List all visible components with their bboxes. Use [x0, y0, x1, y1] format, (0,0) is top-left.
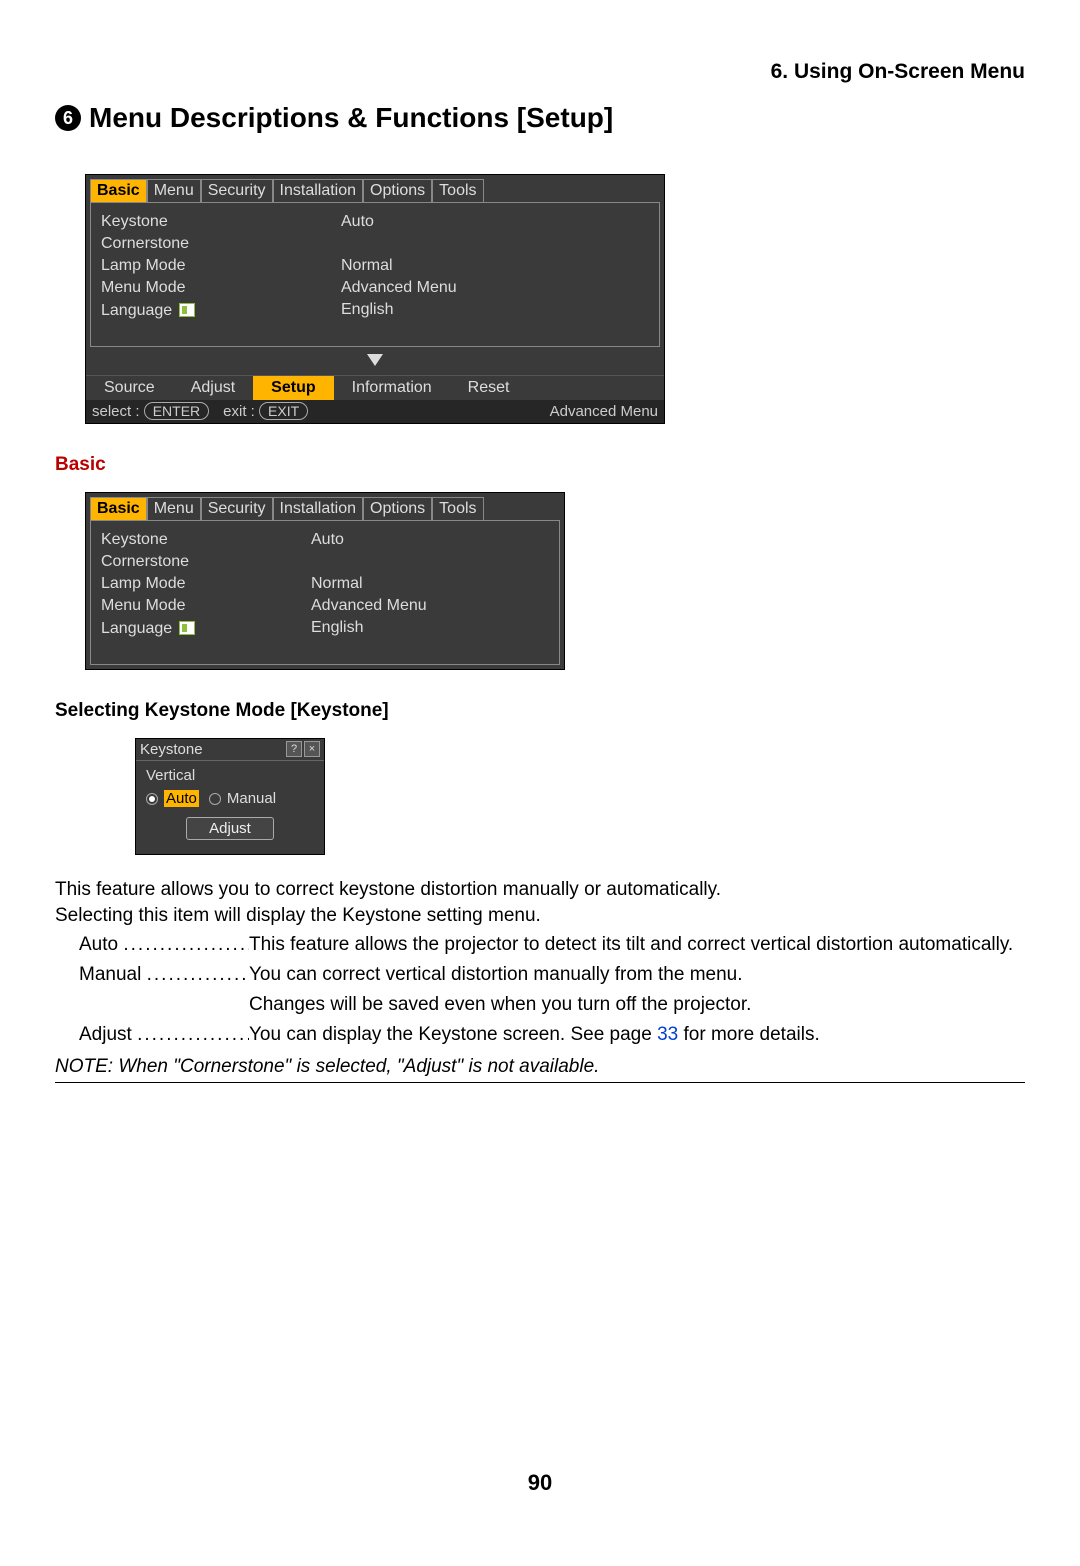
language-icon	[179, 621, 195, 635]
subheading-keystone: Selecting Keystone Mode [Keystone]	[55, 700, 1025, 722]
osd-tabs: Basic Menu Security Installation Options…	[90, 179, 660, 202]
osd2-item-lampmode[interactable]: Lamp Mode	[101, 575, 311, 593]
osd2-value-language: English	[311, 619, 549, 638]
osd-btab-setup[interactable]: Setup	[253, 376, 333, 400]
osd2-item-keystone[interactable]: Keystone	[101, 531, 311, 549]
triangle-down-icon	[367, 354, 383, 366]
osd2-tab-options[interactable]: Options	[363, 497, 432, 520]
osd-value-keystone: Auto	[341, 213, 649, 231]
osd2-item-menumode[interactable]: Menu Mode	[101, 597, 311, 615]
osd-item-language[interactable]: Language	[101, 301, 341, 320]
osd-footer-mode: Advanced Menu	[550, 403, 658, 420]
section-number-icon: 6	[55, 105, 81, 131]
def-desc-adjust-pre: You can display the Keystone screen. See…	[249, 1024, 657, 1045]
keystone-radio-row: Auto Manual	[146, 790, 314, 807]
osd-item-cornerstone[interactable]: Cornerstone	[101, 235, 341, 253]
keystone-manual-label: Manual	[227, 790, 276, 807]
def-term-adjust: Adjust	[79, 1024, 132, 1045]
osd-btab-reset[interactable]: Reset	[450, 376, 528, 400]
osd-tab-menu[interactable]: Menu	[147, 179, 201, 202]
osd-value-menumode: Advanced Menu	[341, 279, 649, 297]
osd-item-language-label: Language	[101, 302, 172, 319]
osd-tab-installation[interactable]: Installation	[273, 179, 364, 202]
page-link-33[interactable]: 33	[657, 1024, 678, 1045]
osd-item-menumode[interactable]: Menu Mode	[101, 279, 341, 297]
osd-tab-security[interactable]: Security	[201, 179, 273, 202]
osd-item-lampmode[interactable]: Lamp Mode	[101, 257, 341, 275]
osd-tab-tools[interactable]: Tools	[432, 179, 483, 202]
osd-bottom-tabs: Source Adjust Setup Information Reset	[86, 375, 664, 400]
osd-tab-options[interactable]: Options	[363, 179, 432, 202]
osd-footer: select : ENTER exit : EXIT Advanced Menu	[86, 400, 664, 423]
radio-manual[interactable]	[209, 793, 221, 805]
page-number: 90	[55, 1470, 1025, 1496]
def-desc-manual: You can correct vertical distortion manu…	[249, 964, 1025, 986]
osd2-tab-basic[interactable]: Basic	[90, 497, 147, 520]
osd-setup-screenshot: Basic Menu Security Installation Options…	[85, 174, 1025, 424]
osd2-item-language-label: Language	[101, 620, 172, 637]
note-text: NOTE: When "Cornerstone" is selected, "A…	[55, 1056, 1025, 1083]
def-desc-manual-extra: Changes will be saved even when you turn…	[249, 994, 1025, 1016]
osd2-value-menumode: Advanced Menu	[311, 597, 549, 615]
osd2-tab-security[interactable]: Security	[201, 497, 273, 520]
section-title: 6 Menu Descriptions & Functions [Setup]	[55, 102, 1025, 134]
osd-value-cornerstone	[341, 235, 649, 253]
keystone-dialog: Keystone ? × Vertical Auto Manual Adjust	[135, 738, 325, 855]
language-icon	[179, 303, 195, 317]
def-term-manual: Manual	[79, 964, 141, 985]
def-desc-adjust: You can display the Keystone screen. See…	[249, 1024, 1025, 1046]
osd-btab-adjust[interactable]: Adjust	[173, 376, 253, 400]
help-icon[interactable]: ?	[286, 741, 302, 757]
osd-footer-exit-label: exit :	[223, 403, 255, 420]
osd-scroll-indicator	[86, 351, 664, 375]
osd-value-language: English	[341, 301, 649, 320]
def-desc-adjust-post: for more details.	[678, 1024, 820, 1045]
section-title-text: Menu Descriptions & Functions [Setup]	[89, 102, 613, 134]
osd2-tab-menu[interactable]: Menu	[147, 497, 201, 520]
keystone-adjust-button[interactable]: Adjust	[186, 817, 274, 840]
osd2-item-language[interactable]: Language	[101, 619, 311, 638]
def-term-auto: Auto	[79, 934, 118, 955]
osd2-value-keystone: Auto	[311, 531, 549, 549]
osd2-tabs: Basic Menu Security Installation Options…	[90, 497, 560, 520]
def-desc-auto: This feature allows the projector to det…	[249, 934, 1025, 956]
osd-footer-select-label: select :	[92, 403, 140, 420]
osd2-item-cornerstone[interactable]: Cornerstone	[101, 553, 311, 571]
radio-auto[interactable]	[146, 793, 158, 805]
close-icon[interactable]: ×	[304, 741, 320, 757]
osd-btab-source[interactable]: Source	[86, 376, 173, 400]
subheading-basic: Basic	[55, 454, 1025, 476]
osd-basic-screenshot: Basic Menu Security Installation Options…	[85, 492, 1025, 670]
intro-line-2: Selecting this item will display the Key…	[55, 903, 1025, 929]
osd-item-keystone[interactable]: Keystone	[101, 213, 341, 231]
osd-footer-exit-pill: EXIT	[259, 402, 308, 420]
intro-line-1: This feature allows you to correct keyst…	[55, 877, 1025, 903]
osd2-value-cornerstone	[311, 553, 549, 571]
osd-btab-information[interactable]: Information	[334, 376, 450, 400]
keystone-auto-label: Auto	[164, 790, 199, 807]
osd-footer-enter-pill: ENTER	[144, 402, 209, 420]
osd2-tab-installation[interactable]: Installation	[273, 497, 364, 520]
osd-tab-basic[interactable]: Basic	[90, 179, 147, 202]
osd-value-lampmode: Normal	[341, 257, 649, 275]
keystone-vertical-label: Vertical	[146, 767, 314, 784]
osd2-value-lampmode: Normal	[311, 575, 549, 593]
osd2-tab-tools[interactable]: Tools	[432, 497, 483, 520]
chapter-header: 6. Using On-Screen Menu	[55, 60, 1025, 84]
definition-list: Auto This feature allows the projector t…	[79, 934, 1025, 1046]
keystone-dialog-title: Keystone	[140, 741, 203, 758]
